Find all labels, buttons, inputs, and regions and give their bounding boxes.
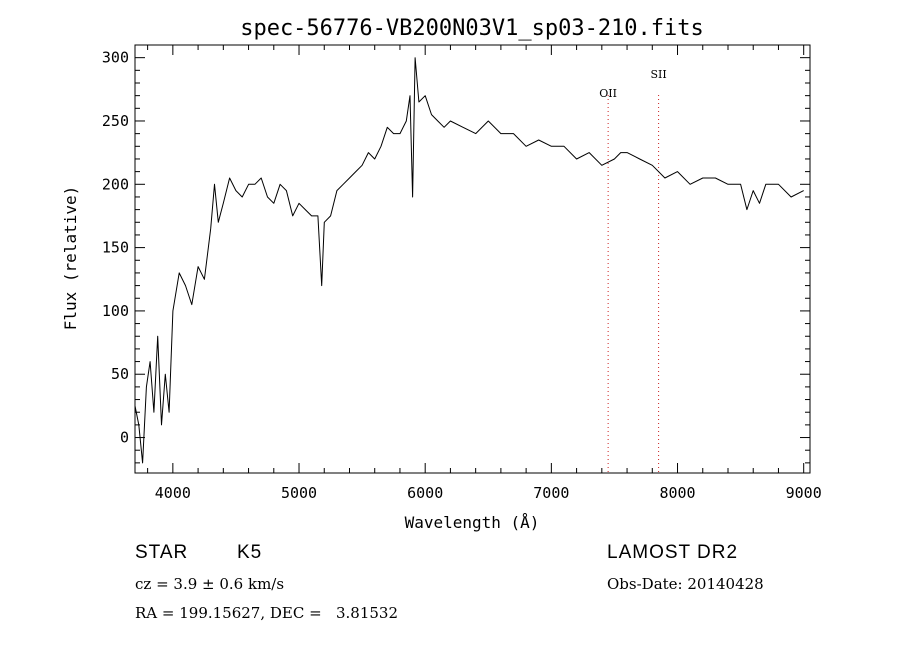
x-tick-label: 6000 xyxy=(407,484,443,502)
x-tick-label: 4000 xyxy=(155,484,191,502)
x-tick-label: 7000 xyxy=(533,484,569,502)
redshift-label: cz = 3.9 ± 0.6 km/s xyxy=(135,575,285,593)
spectrum-series xyxy=(134,57,804,464)
y-tick-label: 300 xyxy=(102,49,129,67)
y-tick-label: 250 xyxy=(102,112,129,130)
y-tick-label: 50 xyxy=(111,365,129,383)
spectrum-line xyxy=(134,57,804,464)
chart-title: spec-56776-VB200N03V1_sp03-210.fits xyxy=(240,16,704,41)
plot-frame xyxy=(134,44,811,474)
observation-date: Obs-Date: 20140428 xyxy=(607,575,764,593)
x-tick-label: 5000 xyxy=(281,484,317,502)
emission-line-label: SII xyxy=(650,68,666,81)
object-subclass: K5 xyxy=(237,542,263,563)
y-tick-label: 200 xyxy=(102,175,129,193)
emission-line-label: OII xyxy=(599,87,617,100)
y-tick-label: 0 xyxy=(120,429,129,447)
x-tick-label: 8000 xyxy=(659,484,695,502)
survey-label: LAMOST DR2 xyxy=(607,542,739,563)
y-tick-label: 100 xyxy=(102,302,129,320)
plot-axes: 4000 5000 6000 7000 8000 9000 0 50 100 150 200 250 3… xyxy=(102,44,822,502)
emission-line-markers: OII SII xyxy=(599,68,667,473)
object-class: STAR xyxy=(135,542,189,563)
x-tick-label: 9000 xyxy=(786,484,822,502)
y-tick-label: 150 xyxy=(102,239,129,257)
y-axis-label: Flux (relative) xyxy=(61,186,80,331)
x-axis-label: Wavelength (Å) xyxy=(405,513,540,532)
coordinates-label: RA = 199.15627, DEC = 3.81532 xyxy=(135,604,399,622)
